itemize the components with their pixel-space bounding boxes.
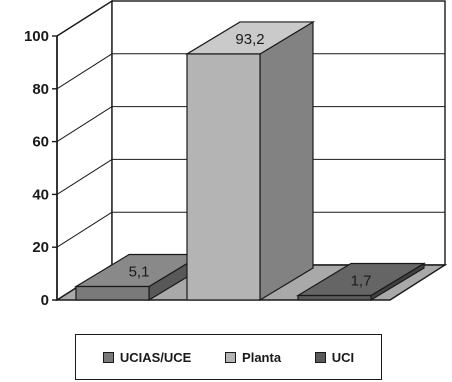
data-labels-group: 5,1 93,2 1,7 [129, 31, 372, 290]
y-tick-label: 20 [32, 239, 49, 256]
gridline-side [56, 53, 113, 90]
y-tick-label: 100 [24, 28, 49, 45]
legend-label-uci: UCI [331, 349, 355, 365]
gridline-side [56, 158, 113, 195]
legend-swatch-ucias [102, 351, 114, 363]
bar-side [259, 20, 314, 302]
bar-front [75, 285, 150, 301]
data-label: 5,1 [129, 264, 150, 281]
legend-item-uci: UCI [314, 349, 355, 365]
legend-label-ucias: UCIAS/UCE [119, 349, 192, 365]
y-tick-label: 0 [41, 292, 49, 309]
y-tick-label: 40 [32, 186, 49, 203]
y-tick-label: 60 [32, 134, 49, 151]
data-label: 1,7 [351, 273, 372, 290]
legend: UCIAS/UCE Planta UCI [75, 334, 382, 380]
legend-label-planta: Planta [242, 349, 282, 365]
bar-front [186, 53, 261, 301]
gridline-side [56, 211, 113, 248]
bars-group [73, 20, 427, 302]
y-tick-label: 80 [32, 81, 49, 98]
gridline-side [56, 0, 113, 37]
gridline-side [56, 106, 113, 143]
legend-swatch-planta [225, 351, 237, 363]
legend-item-ucias: UCIAS/UCE [102, 349, 192, 365]
bar-planta [184, 20, 316, 302]
legend-item-planta: Planta [225, 350, 281, 365]
left-wall [56, 0, 113, 302]
y-axis: 0 20 40 60 80 100 [24, 28, 58, 309]
bar-front [297, 294, 372, 301]
data-label: 93,2 [235, 31, 264, 48]
bar-uci [295, 262, 427, 302]
legend-swatch-uci [314, 351, 326, 363]
